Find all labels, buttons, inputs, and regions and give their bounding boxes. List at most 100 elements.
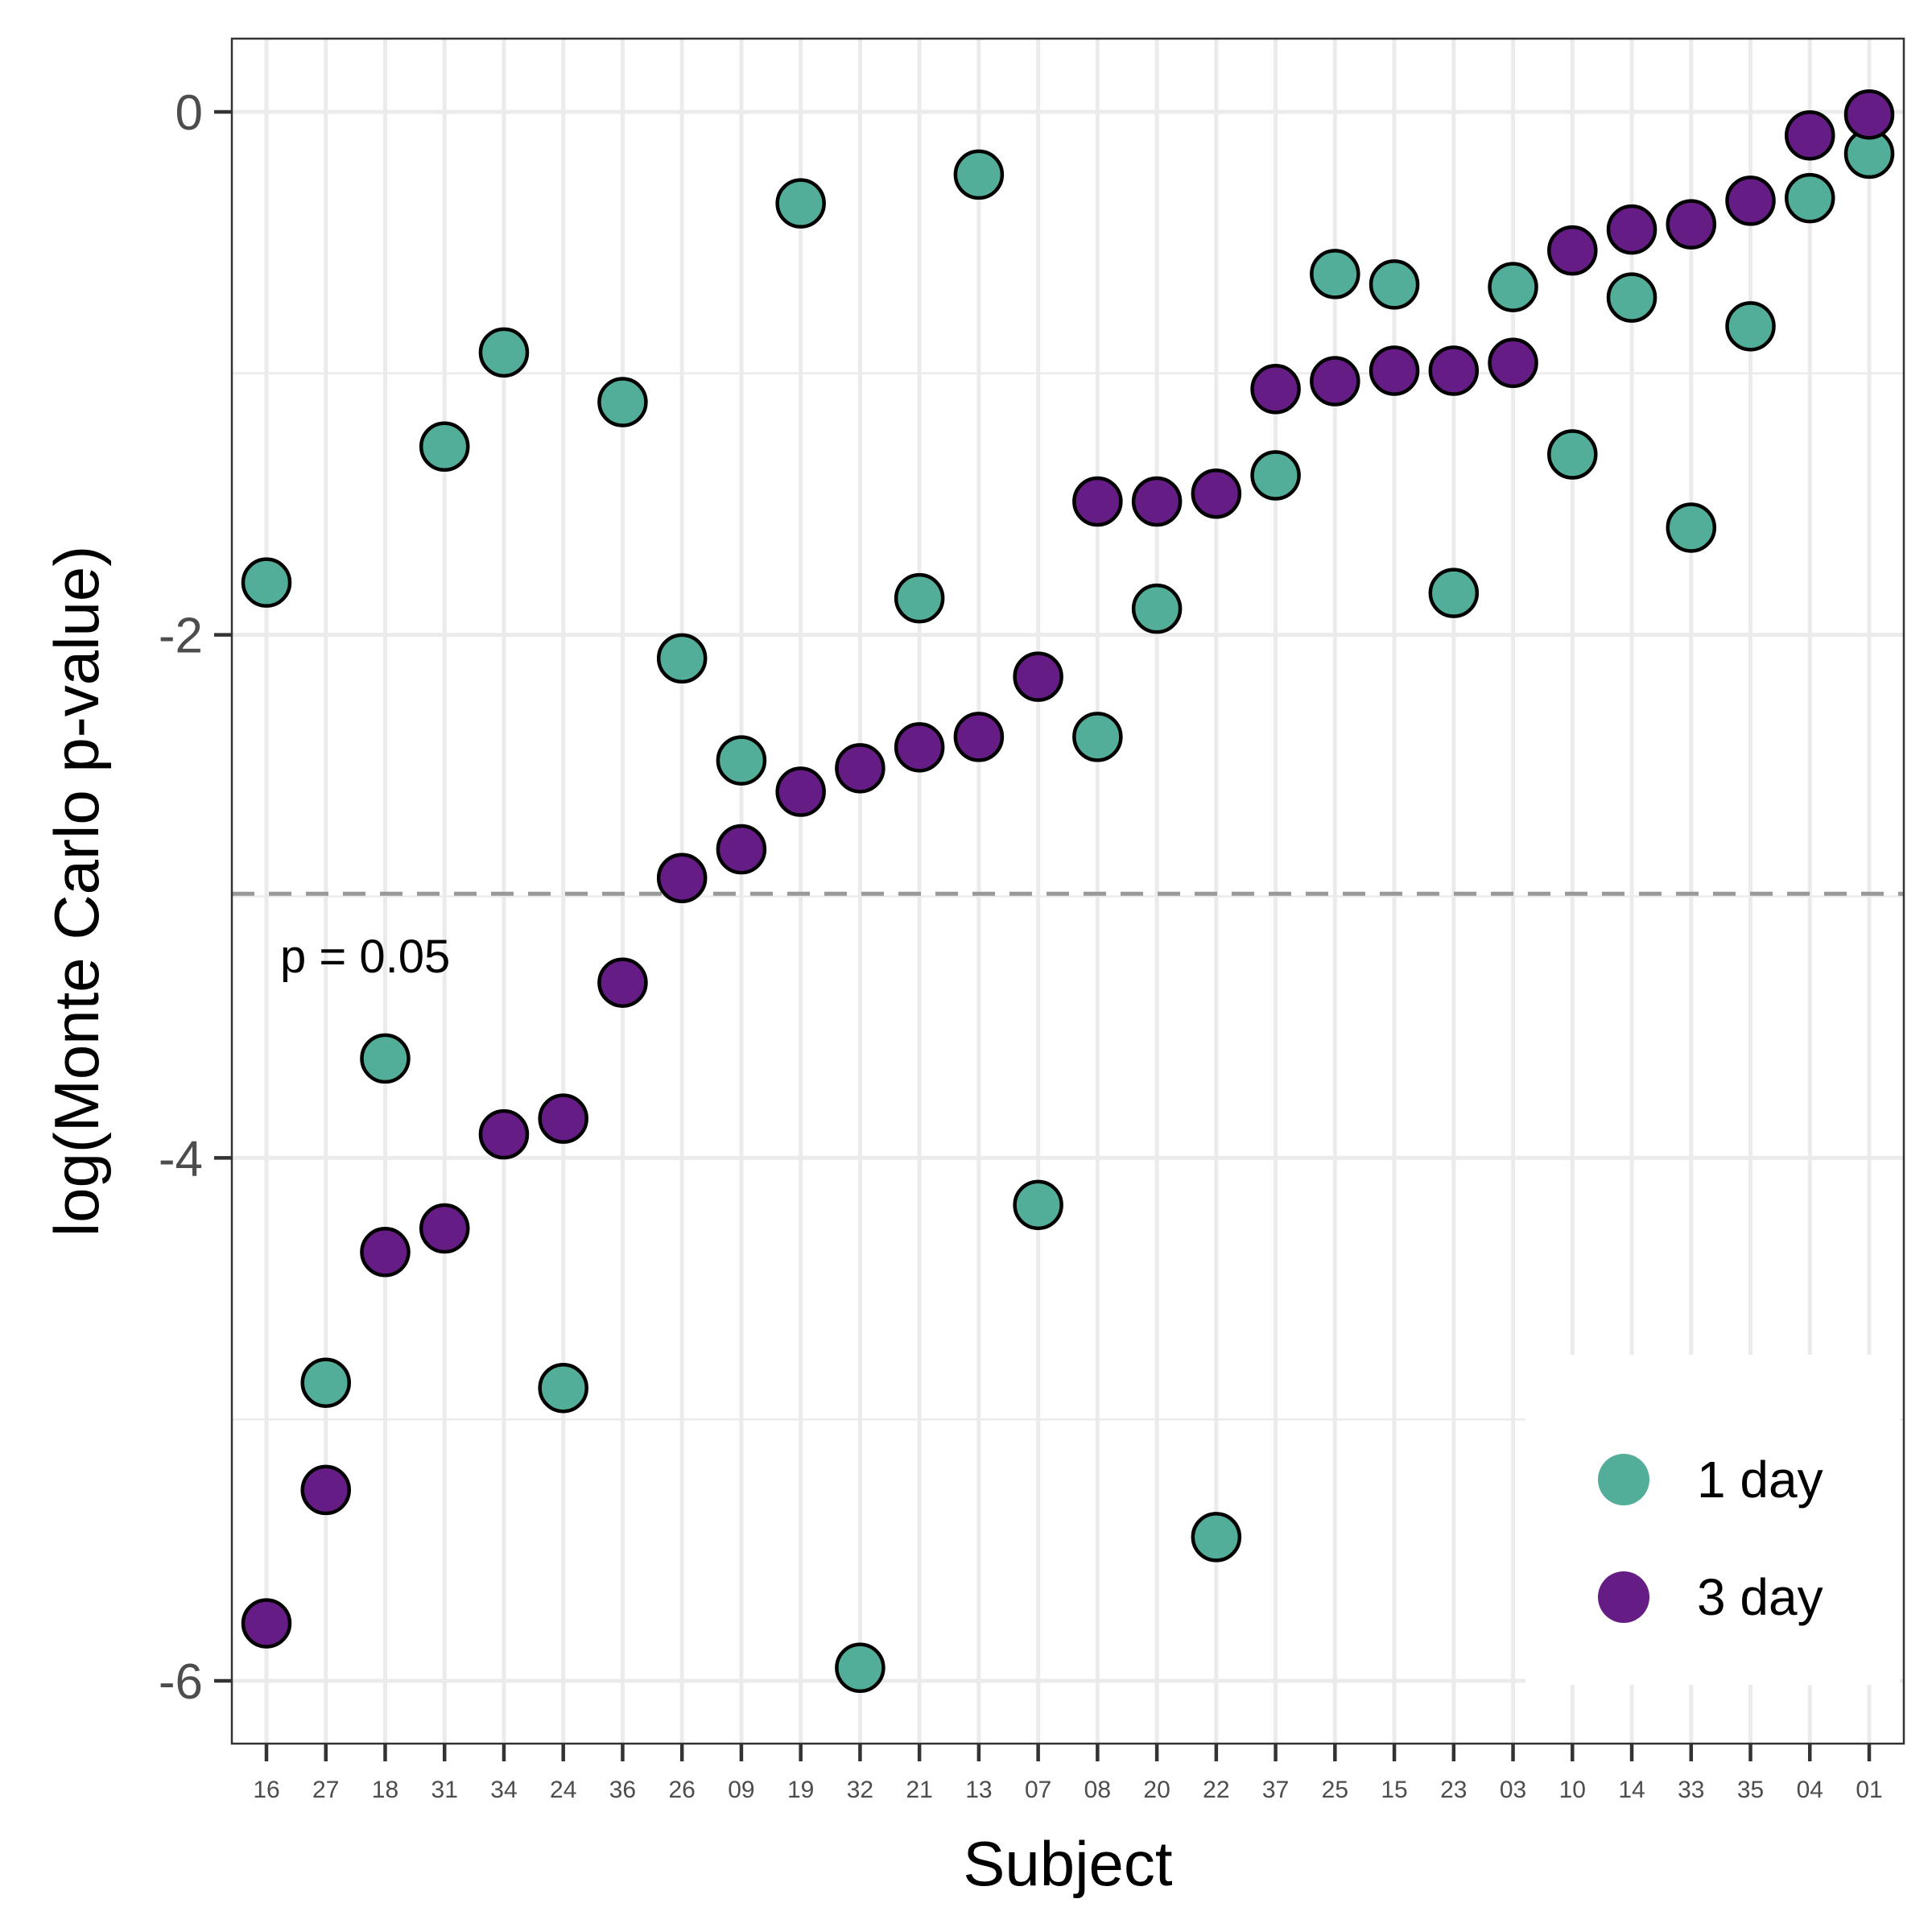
point-1-day-07 [1013, 1179, 1063, 1231]
x-tick-label: 10 [1559, 1777, 1586, 1803]
point-3-day-26 [656, 852, 708, 904]
point-1-day-34 [478, 327, 530, 378]
point-3-day-13 [953, 712, 1005, 762]
point-1-day-10 [1547, 429, 1598, 480]
point-1-day-36 [597, 377, 648, 427]
y-tick-label: -2 [159, 609, 203, 664]
y-axis-title: log(Monte Carlo p-value) [41, 546, 112, 1236]
point-3-day-27 [300, 1464, 351, 1516]
point-3-day-23 [1428, 345, 1480, 396]
point-1-day-22 [1191, 1512, 1242, 1563]
x-tick-label: 37 [1262, 1777, 1289, 1803]
point-3-day-03 [1488, 337, 1538, 389]
x-tick-label: 04 [1797, 1777, 1823, 1803]
y-tick-label: 0 [175, 85, 203, 141]
x-tick-label: 18 [372, 1777, 398, 1803]
point-3-day-01 [1843, 89, 1895, 140]
x-tick-label: 14 [1618, 1777, 1645, 1803]
plot-panel-border [230, 37, 1905, 1745]
legend: 1 day 3 day [1525, 1355, 1900, 1685]
point-1-day-19 [775, 178, 826, 229]
x-tick-label: 32 [847, 1777, 873, 1803]
point-3-day-20 [1131, 476, 1183, 527]
point-1-day-21 [894, 572, 945, 624]
data-points [241, 89, 1895, 1694]
point-3-day-36 [597, 957, 648, 1008]
point-1-day-31 [419, 421, 470, 473]
x-tick-label: 33 [1678, 1777, 1704, 1803]
point-1-day-20 [1131, 583, 1183, 634]
x-tick-label: 20 [1143, 1777, 1170, 1803]
x-tick-label: 09 [728, 1777, 754, 1803]
point-1-day-03 [1488, 262, 1538, 312]
point-3-day-07 [1013, 651, 1063, 702]
axes: 0 -2 -4 -6 16 27 18 31 34 24 36 26 09 19 32 21 13 07 08 20 2… [159, 85, 1883, 1803]
point-3-day-31 [419, 1203, 470, 1254]
point-3-day-34 [478, 1108, 530, 1160]
reference-line-label: p = 0.05 [280, 931, 450, 983]
point-3-day-25 [1310, 356, 1360, 407]
point-3-day-19 [775, 766, 826, 817]
point-3-day-37 [1250, 364, 1301, 415]
point-1-day-08 [1072, 712, 1123, 762]
x-tick-label: 35 [1737, 1777, 1764, 1803]
legend-background [1525, 1355, 1900, 1685]
x-tick-label: 25 [1322, 1777, 1348, 1803]
point-1-day-26 [656, 633, 708, 684]
point-3-day-14 [1606, 204, 1657, 255]
x-tick-label: 34 [490, 1777, 517, 1803]
legend-label-1-day: 1 day [1697, 1451, 1823, 1509]
point-1-day-09 [716, 735, 767, 786]
point-1-day-13 [953, 149, 1005, 200]
y-tick-label: -6 [159, 1654, 203, 1710]
point-3-day-10 [1547, 225, 1598, 276]
x-tick-label: 13 [965, 1777, 992, 1803]
point-1-day-24 [538, 1362, 588, 1414]
x-tick-label: 07 [1025, 1777, 1051, 1803]
point-3-day-22 [1191, 468, 1242, 519]
point-1-day-15 [1368, 259, 1420, 310]
point-1-day-27 [300, 1357, 351, 1408]
point-3-day-16 [241, 1598, 292, 1649]
point-3-day-33 [1666, 199, 1717, 250]
x-tick-label: 16 [253, 1777, 279, 1803]
x-tick-label: 08 [1084, 1777, 1111, 1803]
point-1-day-04 [1785, 172, 1835, 224]
x-tick-label: 21 [906, 1777, 932, 1803]
x-tick-label: 01 [1856, 1777, 1882, 1803]
point-3-day-08 [1072, 476, 1123, 527]
point-3-day-21 [894, 722, 945, 773]
point-3-day-35 [1725, 175, 1776, 226]
x-tick-label: 19 [787, 1777, 814, 1803]
point-1-day-25 [1310, 249, 1360, 299]
point-3-day-04 [1785, 109, 1835, 161]
x-axis-title: Subject [963, 1828, 1172, 1899]
point-3-day-09 [716, 824, 767, 875]
point-1-day-16 [241, 557, 292, 608]
point-3-day-32 [835, 743, 886, 794]
point-1-day-33 [1666, 502, 1717, 553]
x-tick-label: 36 [609, 1777, 636, 1803]
legend-label-3-day: 3 day [1697, 1568, 1823, 1626]
point-1-day-14 [1606, 272, 1657, 323]
point-3-day-15 [1368, 345, 1420, 396]
point-1-day-37 [1250, 450, 1301, 501]
point-3-day-24 [538, 1093, 588, 1144]
x-tick-label: 31 [431, 1777, 458, 1803]
x-tick-label: 03 [1500, 1777, 1526, 1803]
x-tick-label: 24 [550, 1777, 576, 1803]
legend-key-1-day [1598, 1454, 1649, 1505]
x-tick-label: 22 [1203, 1777, 1229, 1803]
x-tick-label: 23 [1440, 1777, 1467, 1803]
y-tick-label: -4 [159, 1131, 203, 1187]
x-tick-label: 26 [668, 1777, 695, 1803]
point-1-day-23 [1428, 568, 1480, 618]
point-1-day-35 [1725, 301, 1776, 352]
grid-lines [232, 39, 1904, 1744]
point-3-day-18 [360, 1227, 411, 1278]
x-tick-label: 15 [1381, 1777, 1407, 1803]
x-tick-label: 27 [312, 1777, 339, 1803]
legend-key-3-day [1598, 1571, 1649, 1623]
point-1-day-32 [835, 1642, 886, 1694]
